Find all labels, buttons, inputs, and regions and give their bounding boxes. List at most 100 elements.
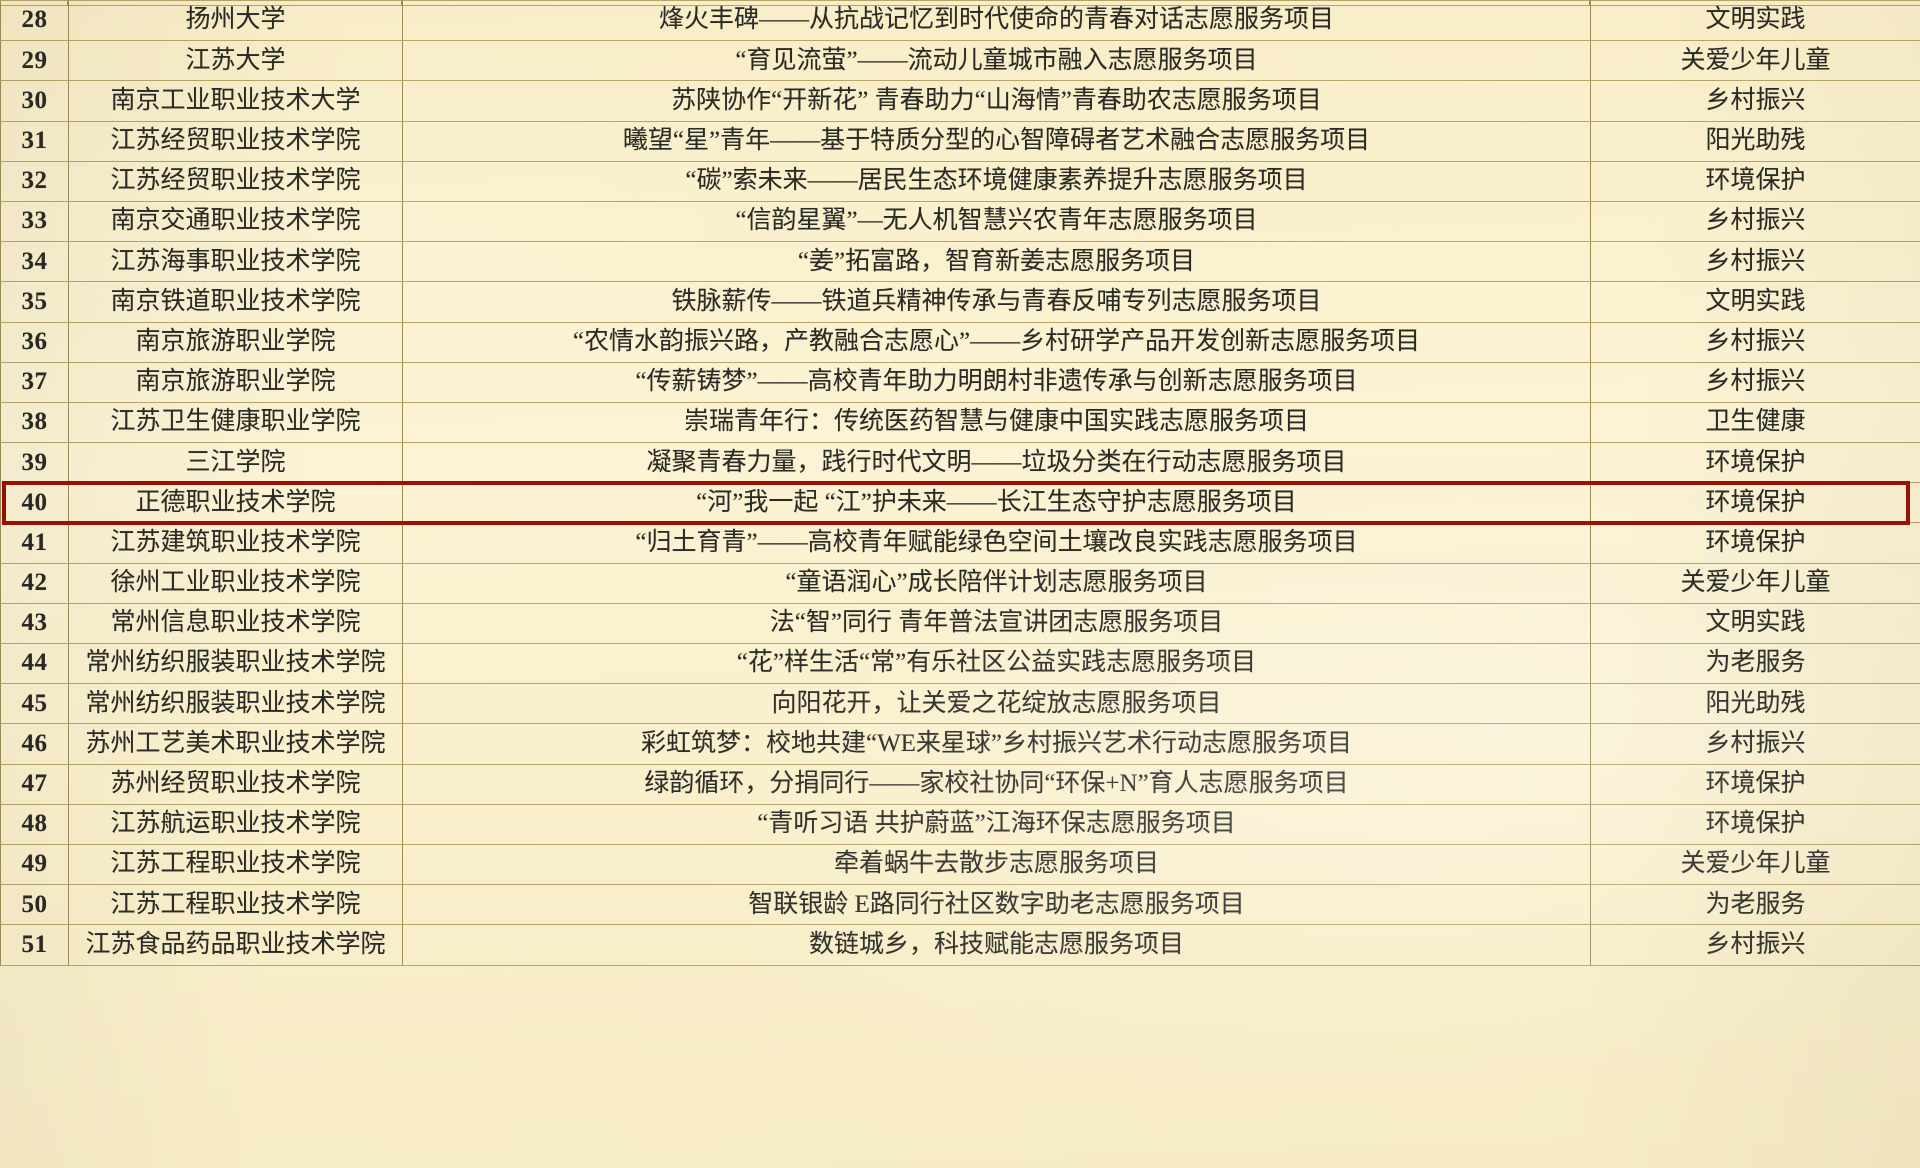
table-row: 47 苏州经贸职业技术学院 绿韵循环，分捐同行——家校社协同“环保+N”育人志愿服务… — [0, 763, 1920, 805]
category-cell: 为老服务 — [1590, 642, 1920, 685]
category-cell: 乡村振兴 — [1590, 361, 1920, 403]
organization-cell: 常州纺织服装职业技术学院 — [68, 642, 403, 685]
project-name-cell: 曦望“星”青年——基于特质分型的心智障碍者艺术融合志愿服务项目 — [402, 120, 1591, 162]
project-name-cell: 法“智”同行 青年普法宣讲团志愿服务项目 — [402, 602, 1591, 645]
category-cell: 阳光助残 — [1590, 683, 1920, 725]
project-name-cell: “花”样生活“常”有乐社区公益实践志愿服务项目 — [402, 642, 1591, 685]
category-cell: 环境保护 — [1590, 763, 1920, 805]
category-cell: 关爱少年儿童 — [1590, 843, 1920, 886]
rank-cell: 37 — [0, 361, 69, 403]
project-name-cell: 数链城乡，科技赋能志愿服务项目 — [402, 924, 1591, 966]
category-cell: 环境保护 — [1590, 160, 1920, 202]
project-name-cell: 智联银龄 E路同行社区数字助老志愿服务项目 — [402, 884, 1591, 926]
table-row: 35 南京铁道职业技术学院 铁脉薪传——铁道兵精神传承与青春反哺专列志愿服务项目 文明… — [0, 281, 1920, 323]
rank-cell: 36 — [0, 321, 69, 363]
organization-cell: 南京旅游职业学院 — [68, 321, 403, 363]
rank-cell: 51 — [0, 924, 69, 966]
organization-cell: 三江学院 — [68, 442, 403, 484]
table-row: 46 苏州工艺美术职业技术学院 彩虹筑梦：校地共建“WE来星球”乡村振兴艺术行动志愿… — [0, 723, 1920, 765]
organization-cell: 苏州经贸职业技术学院 — [68, 763, 403, 805]
category-cell: 乡村振兴 — [1590, 200, 1920, 243]
rank-cell: 31 — [0, 120, 69, 162]
category-cell: 关爱少年儿童 — [1590, 40, 1920, 82]
table-row: 34 江苏海事职业技术学院 “姜”拓富路，智育新姜志愿服务项目 乡村振兴 — [0, 241, 1920, 283]
table-row: 42 徐州工业职业技术学院 “童语润心”成长陪伴计划志愿服务项目 关爱少年儿童 — [0, 562, 1920, 604]
awards-table-body: 28 扬州大学 烽火丰碑——从抗战记忆到时代使命的青春对话志愿服务项目 文明实践 29 江… — [0, 0, 1920, 966]
category-cell: 环境保护 — [1590, 803, 1920, 845]
rank-cell: 50 — [0, 884, 69, 926]
organization-cell: 南京交通职业技术学院 — [68, 200, 403, 243]
category-cell: 关爱少年儿童 — [1590, 562, 1920, 604]
table-row: 37 南京旅游职业学院 “传薪铸梦”——高校青年助力明朗村非遗传承与创新志愿服务项目… — [0, 361, 1920, 403]
rank-cell: 38 — [0, 401, 69, 444]
organization-cell: 常州纺织服装职业技术学院 — [68, 683, 403, 725]
project-name-cell: 凝聚青春力量，践行时代文明——垃圾分类在行动志愿服务项目 — [402, 442, 1591, 484]
table-row: 36 南京旅游职业学院 “农情水韵振兴路，产教融合志愿心”——乡村研学产品开发创新志… — [0, 321, 1920, 363]
project-name-cell: 苏陕协作“开新花” 青春助力“山海情”青春助农志愿服务项目 — [402, 80, 1591, 122]
rank-cell: 43 — [0, 602, 69, 645]
organization-cell: 江苏大学 — [68, 40, 403, 82]
rank-cell: 48 — [0, 803, 69, 845]
project-name-cell: “传薪铸梦”——高校青年助力明朗村非遗传承与创新志愿服务项目 — [402, 361, 1591, 403]
category-cell: 环境保护 — [1590, 442, 1920, 484]
table-row: 45 常州纺织服装职业技术学院 向阳花开，让关爱之花绽放志愿服务项目 阳光助残 — [0, 683, 1920, 725]
category-cell: 文明实践 — [1590, 281, 1920, 323]
table-row: 48 江苏航运职业技术学院 “青听习语 共护蔚蓝”江海环保志愿服务项目 环境保护 — [0, 803, 1920, 845]
organization-cell: 正德职业技术学院 — [68, 482, 403, 524]
project-name-cell: 牵着蜗牛去散步志愿服务项目 — [402, 843, 1591, 886]
organization-cell: 江苏工程职业技术学院 — [68, 843, 403, 886]
project-name-cell: “姜”拓富路，智育新姜志愿服务项目 — [402, 241, 1591, 283]
rank-cell: 49 — [0, 843, 69, 886]
table-row: 49 江苏工程职业技术学院 牵着蜗牛去散步志愿服务项目 关爱少年儿童 — [0, 843, 1920, 886]
organization-cell: 江苏经贸职业技术学院 — [68, 120, 403, 162]
organization-cell: 江苏卫生健康职业学院 — [68, 401, 403, 444]
rank-cell: 32 — [0, 160, 69, 202]
project-name-cell: 向阳花开，让关爱之花绽放志愿服务项目 — [402, 683, 1591, 725]
organization-cell: 扬州大学 — [68, 0, 403, 42]
project-name-cell: “育见流萤”——流动儿童城市融入志愿服务项目 — [402, 40, 1591, 82]
project-name-cell: “河”我一起 “江”护未来——长江生态守护志愿服务项目 — [402, 482, 1591, 524]
organization-cell: 常州信息职业技术学院 — [68, 602, 403, 645]
organization-cell: 徐州工业职业技术学院 — [68, 562, 403, 604]
table-row: 31 江苏经贸职业技术学院 曦望“星”青年——基于特质分型的心智障碍者艺术融合志愿服… — [0, 120, 1920, 162]
organization-cell: 江苏建筑职业技术学院 — [68, 522, 403, 564]
rank-cell: 30 — [0, 80, 69, 122]
category-cell: 阳光助残 — [1590, 120, 1920, 162]
table-row: 39 三江学院 凝聚青春力量，践行时代文明——垃圾分类在行动志愿服务项目 环境保护 — [0, 442, 1920, 484]
rank-cell: 39 — [0, 442, 69, 484]
organization-cell: 南京旅游职业学院 — [68, 361, 403, 403]
project-name-cell: “农情水韵振兴路，产教融合志愿心”——乡村研学产品开发创新志愿服务项目 — [402, 321, 1591, 363]
category-cell: 乡村振兴 — [1590, 80, 1920, 122]
category-cell: 乡村振兴 — [1590, 723, 1920, 765]
category-cell: 乡村振兴 — [1590, 321, 1920, 363]
awards-table: 28 扬州大学 烽火丰碑——从抗战记忆到时代使命的青春对话志愿服务项目 文明实践 29 江… — [0, 0, 1920, 966]
rank-cell: 44 — [0, 642, 69, 685]
project-name-cell: 崇瑞青年行：传统医药智慧与健康中国实践志愿服务项目 — [402, 401, 1591, 444]
project-name-cell: “青听习语 共护蔚蓝”江海环保志愿服务项目 — [402, 803, 1591, 845]
table-row: 43 常州信息职业技术学院 法“智”同行 青年普法宣讲团志愿服务项目 文明实践 — [0, 602, 1920, 645]
project-name-cell: “童语润心”成长陪伴计划志愿服务项目 — [402, 562, 1591, 604]
rank-cell: 41 — [0, 522, 69, 564]
table-row: 44 常州纺织服装职业技术学院 “花”样生活“常”有乐社区公益实践志愿服务项目 为老服… — [0, 642, 1920, 685]
organization-cell: 江苏工程职业技术学院 — [68, 884, 403, 926]
organization-cell: 江苏航运职业技术学院 — [68, 803, 403, 845]
table-row: 41 江苏建筑职业技术学院 “归土育青”——高校青年赋能绿色空间土壤改良实践志愿服务… — [0, 522, 1920, 564]
table-row: 51 江苏食品药品职业技术学院 数链城乡，科技赋能志愿服务项目 乡村振兴 — [0, 924, 1920, 966]
rank-cell: 46 — [0, 723, 69, 765]
category-cell: 乡村振兴 — [1590, 241, 1920, 283]
project-name-cell: 绿韵循环，分捐同行——家校社协同“环保+N”育人志愿服务项目 — [402, 763, 1591, 805]
organization-cell: 江苏经贸职业技术学院 — [68, 160, 403, 202]
rank-cell: 40 — [0, 482, 69, 524]
project-name-cell: “归土育青”——高校青年赋能绿色空间土壤改良实践志愿服务项目 — [402, 522, 1591, 564]
project-name-cell: 烽火丰碑——从抗战记忆到时代使命的青春对话志愿服务项目 — [402, 0, 1591, 42]
project-name-cell: 铁脉薪传——铁道兵精神传承与青春反哺专列志愿服务项目 — [402, 281, 1591, 323]
table-row: 40 正德职业技术学院 “河”我一起 “江”护未来——长江生态守护志愿服务项目 环境保… — [0, 482, 1920, 524]
table-row: 32 江苏经贸职业技术学院 “碳”索未来——居民生态环境健康素养提升志愿服务项目 环境… — [0, 160, 1920, 202]
category-cell: 卫生健康 — [1590, 401, 1920, 444]
organization-cell: 江苏海事职业技术学院 — [68, 241, 403, 283]
rank-cell: 47 — [0, 763, 69, 805]
category-cell: 文明实践 — [1590, 602, 1920, 645]
table-row: 29 江苏大学 “育见流萤”——流动儿童城市融入志愿服务项目 关爱少年儿童 — [0, 40, 1920, 82]
rank-cell: 42 — [0, 562, 69, 604]
